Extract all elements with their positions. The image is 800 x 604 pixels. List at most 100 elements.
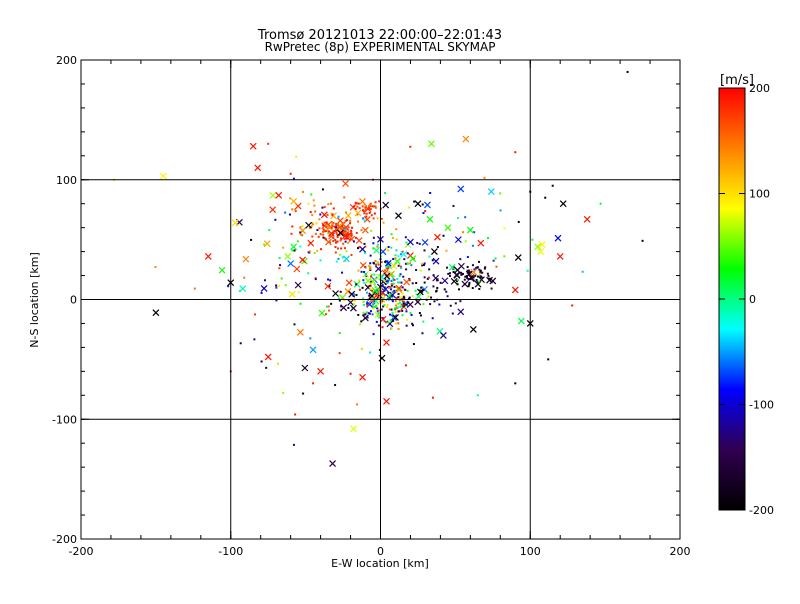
data-point xyxy=(356,205,359,208)
data-point xyxy=(347,242,350,245)
data-point xyxy=(415,281,418,284)
data-marker xyxy=(299,256,307,264)
data-point xyxy=(365,205,368,208)
data-point xyxy=(376,310,379,313)
y-tick-label: 0 xyxy=(70,294,77,307)
data-point xyxy=(399,295,402,298)
data-point xyxy=(309,211,312,214)
data-point xyxy=(392,282,395,285)
data-marker xyxy=(400,250,408,258)
data-marker xyxy=(409,255,417,263)
data-point xyxy=(411,322,414,325)
data-point xyxy=(435,290,438,293)
data-point xyxy=(339,239,342,242)
data-point xyxy=(402,302,405,305)
data-marker xyxy=(359,261,367,269)
data-point xyxy=(406,289,409,292)
data-marker xyxy=(383,272,391,280)
data-point xyxy=(364,208,367,211)
data-point xyxy=(338,234,341,237)
data-point xyxy=(462,231,465,234)
data-point xyxy=(363,242,366,245)
data-marker xyxy=(336,217,344,225)
data-point xyxy=(314,210,317,213)
data-point xyxy=(390,327,393,330)
data-point xyxy=(378,200,381,203)
data-point xyxy=(344,219,347,222)
data-marker xyxy=(469,326,477,333)
data-marker xyxy=(466,226,474,234)
data-point xyxy=(327,226,330,229)
data-point xyxy=(311,235,314,238)
data-point xyxy=(403,258,406,261)
data-point xyxy=(469,271,472,274)
data-point xyxy=(340,305,343,308)
data-point xyxy=(399,306,402,309)
data-point xyxy=(427,291,430,294)
y-tick-label: -200 xyxy=(52,533,77,546)
data-point xyxy=(380,308,383,311)
data-point xyxy=(390,288,393,291)
data-point xyxy=(316,249,319,252)
data-point xyxy=(369,203,372,206)
data-marker xyxy=(366,301,374,308)
data-marker xyxy=(374,311,382,319)
data-point xyxy=(334,383,337,386)
data-point xyxy=(332,236,335,239)
data-point xyxy=(396,277,399,280)
data-point xyxy=(476,281,479,284)
data-point xyxy=(487,274,490,277)
data-point xyxy=(332,207,335,210)
data-point xyxy=(544,196,547,199)
data-point xyxy=(422,303,425,306)
data-point xyxy=(354,207,357,210)
data-point xyxy=(193,287,196,290)
data-point xyxy=(375,289,378,292)
data-point xyxy=(368,264,371,267)
data-point xyxy=(280,277,283,280)
data-point xyxy=(390,286,393,289)
data-point xyxy=(465,275,468,278)
data-point xyxy=(402,275,405,278)
data-point xyxy=(359,323,362,326)
data-marker xyxy=(347,299,355,306)
data-point xyxy=(467,278,470,281)
data-point xyxy=(289,197,292,200)
data-point xyxy=(339,290,342,293)
data-point xyxy=(547,358,550,361)
data-point xyxy=(416,241,419,244)
data-point xyxy=(431,396,434,399)
data-point xyxy=(492,259,495,262)
y-tick-label: 100 xyxy=(56,174,77,187)
data-point xyxy=(284,284,287,287)
data-point xyxy=(374,285,377,288)
data-point xyxy=(263,279,266,282)
data-point xyxy=(350,232,353,235)
data-marker xyxy=(307,239,315,247)
data-point xyxy=(419,269,422,272)
data-point xyxy=(429,303,432,306)
data-point xyxy=(343,221,346,224)
data-point xyxy=(349,219,352,222)
data-point xyxy=(318,218,321,221)
data-point xyxy=(474,274,477,277)
data-marker xyxy=(517,317,525,325)
data-point xyxy=(360,229,363,232)
data-point xyxy=(311,214,314,217)
data-point xyxy=(276,362,279,365)
data-point xyxy=(358,288,361,291)
data-point xyxy=(365,215,368,218)
data-point xyxy=(418,242,421,245)
data-point xyxy=(337,247,340,250)
data-marker xyxy=(378,273,386,281)
data-marker xyxy=(470,268,478,276)
data-point xyxy=(308,226,311,229)
data-marker xyxy=(403,278,411,286)
data-point xyxy=(395,304,398,307)
data-point xyxy=(495,265,498,268)
data-point xyxy=(456,217,459,220)
data-point xyxy=(275,299,278,302)
data-point xyxy=(293,323,296,326)
colorbar: [m/s] 200 100 0 -100 -200 xyxy=(718,73,774,517)
data-point xyxy=(381,293,384,296)
